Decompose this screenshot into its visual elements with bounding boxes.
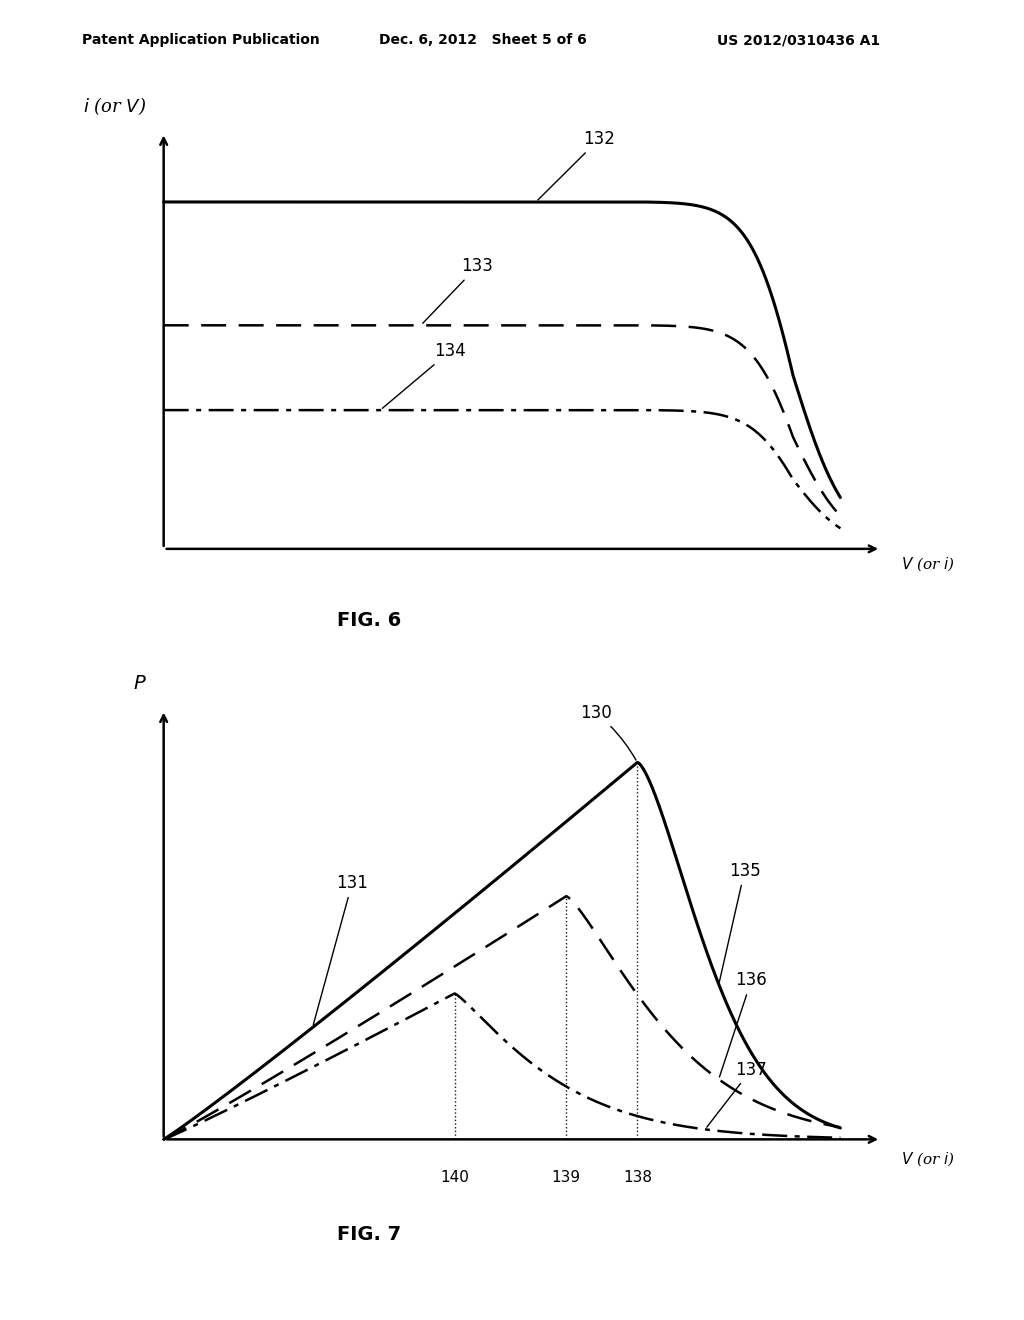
Text: 132: 132 — [538, 131, 615, 201]
Text: 134: 134 — [382, 342, 466, 408]
Text: $i$ (or $V$): $i$ (or $V$) — [83, 95, 146, 117]
Text: 139: 139 — [552, 1170, 581, 1185]
Text: Dec. 6, 2012   Sheet 5 of 6: Dec. 6, 2012 Sheet 5 of 6 — [379, 33, 587, 48]
Text: 131: 131 — [313, 874, 368, 1024]
Text: Patent Application Publication: Patent Application Publication — [82, 33, 319, 48]
Text: 137: 137 — [707, 1060, 767, 1127]
Text: $P$: $P$ — [133, 676, 146, 693]
Text: 130: 130 — [580, 704, 636, 760]
Text: 136: 136 — [720, 972, 767, 1077]
Text: $V$ (or $i$): $V$ (or $i$) — [901, 1151, 955, 1168]
Text: 138: 138 — [623, 1170, 652, 1185]
Text: FIG. 7: FIG. 7 — [337, 1225, 400, 1243]
Text: FIG. 6: FIG. 6 — [337, 611, 400, 630]
Text: 140: 140 — [440, 1170, 469, 1185]
Text: 135: 135 — [719, 862, 761, 982]
Text: 133: 133 — [423, 257, 494, 323]
Text: $V$ (or $i$): $V$ (or $i$) — [901, 556, 955, 573]
Text: US 2012/0310436 A1: US 2012/0310436 A1 — [717, 33, 880, 48]
